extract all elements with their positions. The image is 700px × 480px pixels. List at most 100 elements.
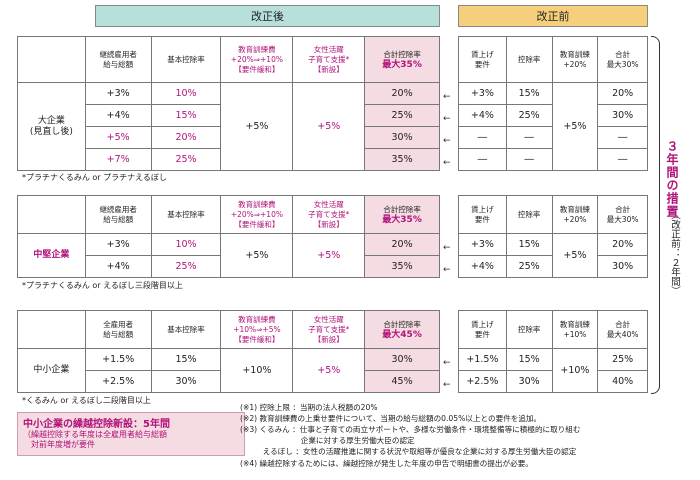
- footnote: 企業に対する厚生労働大臣の認定: [240, 436, 415, 445]
- col-before-wage: 賃上げ 要件: [458, 310, 507, 349]
- col-sum: 合計控除率 最大35%: [364, 195, 440, 234]
- large-before-table: 賃上げ 要件 控除率 教育訓練 +20% 合計 最大30% +3% 15% +5% 2…: [458, 36, 648, 171]
- before-edu: +10%: [551, 348, 599, 393]
- arrow-left-icon: ←: [443, 136, 451, 146]
- large-wage: +7%: [84, 148, 152, 171]
- col-wage: 継続雇用者 給与総額: [84, 36, 152, 83]
- col-edu: 教育訓練費 +20%⇒+10% 【要件緩和】: [220, 36, 294, 83]
- arrow-left-icon: ←: [443, 243, 451, 253]
- sme-sum: 45%: [364, 370, 440, 393]
- before-wage: +1.5%: [458, 348, 507, 371]
- large-after-table: 継続雇用者 給与総額 基本控除率 教育訓練費 +20%⇒+10% 【要件緩和】 女性活…: [17, 36, 440, 171]
- large-basic: 10%: [150, 82, 222, 105]
- col-sum: 合計控除率 最大45%: [364, 310, 440, 349]
- col-before-rate: 控除率: [505, 310, 553, 349]
- col-before-wage: 賃上げ 要件: [458, 36, 507, 83]
- sme-basic: 30%: [150, 370, 222, 393]
- carryforward-body: （繰越控除する年度は全雇用者給与総額: [23, 430, 167, 439]
- sme-before-table: 賃上げ 要件 控除率 教育訓練 +10% 合計 最大40% +1.5% 15% +10…: [458, 310, 648, 393]
- large-wage: +3%: [84, 82, 152, 105]
- carryforward-title: 中小企業の繰越控除新設：5年間: [23, 419, 170, 430]
- before-rate: ―: [505, 126, 553, 149]
- before-total: 20%: [597, 82, 648, 105]
- col-basic: 基本控除率: [150, 36, 222, 83]
- sme-wage: +2.5%: [84, 370, 152, 393]
- mid-wage: +4%: [84, 255, 152, 278]
- before-edu: +5%: [551, 82, 599, 171]
- col-women: 女性活躍 子育て支援* 【新設】: [292, 36, 366, 83]
- before-total: 30%: [597, 104, 648, 127]
- sme-edu: +10%: [220, 348, 294, 393]
- col-before-edu: 教育訓練 +20%: [551, 195, 599, 234]
- col-wage: 全雇用者 給与総額: [84, 310, 152, 349]
- large-edu: +5%: [220, 82, 294, 171]
- before-edu: +5%: [551, 233, 599, 278]
- before-wage: +2.5%: [458, 370, 507, 393]
- col-before-total: 合計 最大30%: [597, 36, 648, 83]
- before-rate: 15%: [505, 233, 553, 256]
- col-before-edu: 教育訓練 +10%: [551, 310, 599, 349]
- right-brace: [651, 36, 660, 394]
- mid-edu: +5%: [220, 233, 294, 278]
- side-main-text: ３年間の措置: [665, 140, 679, 218]
- before-wage: +4%: [458, 104, 507, 127]
- col-before-rate: 控除率: [505, 36, 553, 83]
- before-rate: 15%: [505, 348, 553, 371]
- arrow-left-icon: ←: [443, 358, 451, 368]
- col-wage: 継続雇用者 給与総額: [84, 195, 152, 234]
- footnote: (※3) くるみん ：仕事と子育ての両立サポートや、多様な労働条件・環境整備等に…: [240, 425, 581, 434]
- mid-note: *プラチナくるみん or えるぼし三段階目以上: [22, 281, 183, 290]
- large-note: *プラチナくるみん or プラチナえるぼし: [22, 173, 167, 182]
- before-wage: ―: [458, 148, 507, 171]
- before-rate: 15%: [505, 82, 553, 105]
- arrow-left-icon: ←: [443, 265, 451, 275]
- sme-wage: +1.5%: [84, 348, 152, 371]
- large-sum: 20%: [364, 82, 440, 105]
- mid-basic: 10%: [150, 233, 222, 256]
- col-sum: 合計控除率 最大35%: [364, 36, 440, 83]
- footnote: (※4) 繰越控除するためには、繰越控除が発生した年度の申告で明細書の提出が必要…: [240, 459, 533, 468]
- before-total: ―: [597, 148, 648, 171]
- mid-sum: 20%: [364, 233, 440, 256]
- mid-basic: 25%: [150, 255, 222, 278]
- col-edu: 教育訓練費 +20%⇒+10% 【要件緩和】: [220, 195, 294, 234]
- mid-after-table: 継続雇用者 給与総額 基本控除率 教育訓練費 +20%⇒+10% 【要件緩和】 女性活…: [17, 195, 440, 278]
- footnote: えるぼし ：女性の活躍推進に関する状況や取組等が優良な企業に対する厚生労働大臣の…: [240, 447, 577, 456]
- carryforward-body: 対前年度増が要件: [23, 440, 95, 449]
- before-rate: ―: [505, 148, 553, 171]
- before-total: 25%: [597, 348, 648, 371]
- before-rate: 25%: [505, 255, 553, 278]
- arrow-left-icon: ←: [443, 92, 451, 102]
- before-wage: +3%: [458, 82, 507, 105]
- before-rate: 30%: [505, 370, 553, 393]
- side-sub-text: （改正前：２年間）: [669, 210, 680, 296]
- sme-after-table: 全雇用者 給与総額 基本控除率 教育訓練費 +10%⇒+5% 【要件緩和】 女性活躍子…: [17, 310, 440, 393]
- sme-basic: 15%: [150, 348, 222, 371]
- col-before-rate: 控除率: [505, 195, 553, 234]
- col-edu: 教育訓練費 +10%⇒+5% 【要件緩和】: [220, 310, 294, 349]
- large-sum: 30%: [364, 126, 440, 149]
- mid-before-table: 賃上げ 要件 控除率 教育訓練 +20% 合計 最大30% +3% 15% +5% 2…: [458, 195, 648, 278]
- sme-note: *くるみん or えるぼし二段階目以上: [22, 396, 151, 405]
- large-basic: 20%: [150, 126, 222, 149]
- col-women: 女性活躍 子育て支援* 【新設】: [292, 195, 366, 234]
- col-before-total: 合計 最大30%: [597, 195, 648, 234]
- before-total: 20%: [597, 233, 648, 256]
- before-total: 30%: [597, 255, 648, 278]
- large-wage: +4%: [84, 104, 152, 127]
- col-before-edu: 教育訓練 +20%: [551, 36, 599, 83]
- header-after: 改正後: [95, 5, 440, 27]
- before-wage: +4%: [458, 255, 507, 278]
- arrow-left-icon: ←: [443, 114, 451, 124]
- large-women: +5%: [292, 82, 366, 171]
- col-before-wage: 賃上げ 要件: [458, 195, 507, 234]
- row-label-mid: 中堅企業: [17, 233, 86, 278]
- mid-sum: 35%: [364, 255, 440, 278]
- footnote: (※1) 控除上限 ：当期の法人税額の20%: [240, 403, 378, 412]
- before-total: 40%: [597, 370, 648, 393]
- large-sum: 25%: [364, 104, 440, 127]
- mid-wage: +3%: [84, 233, 152, 256]
- large-sum: 35%: [364, 148, 440, 171]
- before-total: ―: [597, 126, 648, 149]
- large-basic: 25%: [150, 148, 222, 171]
